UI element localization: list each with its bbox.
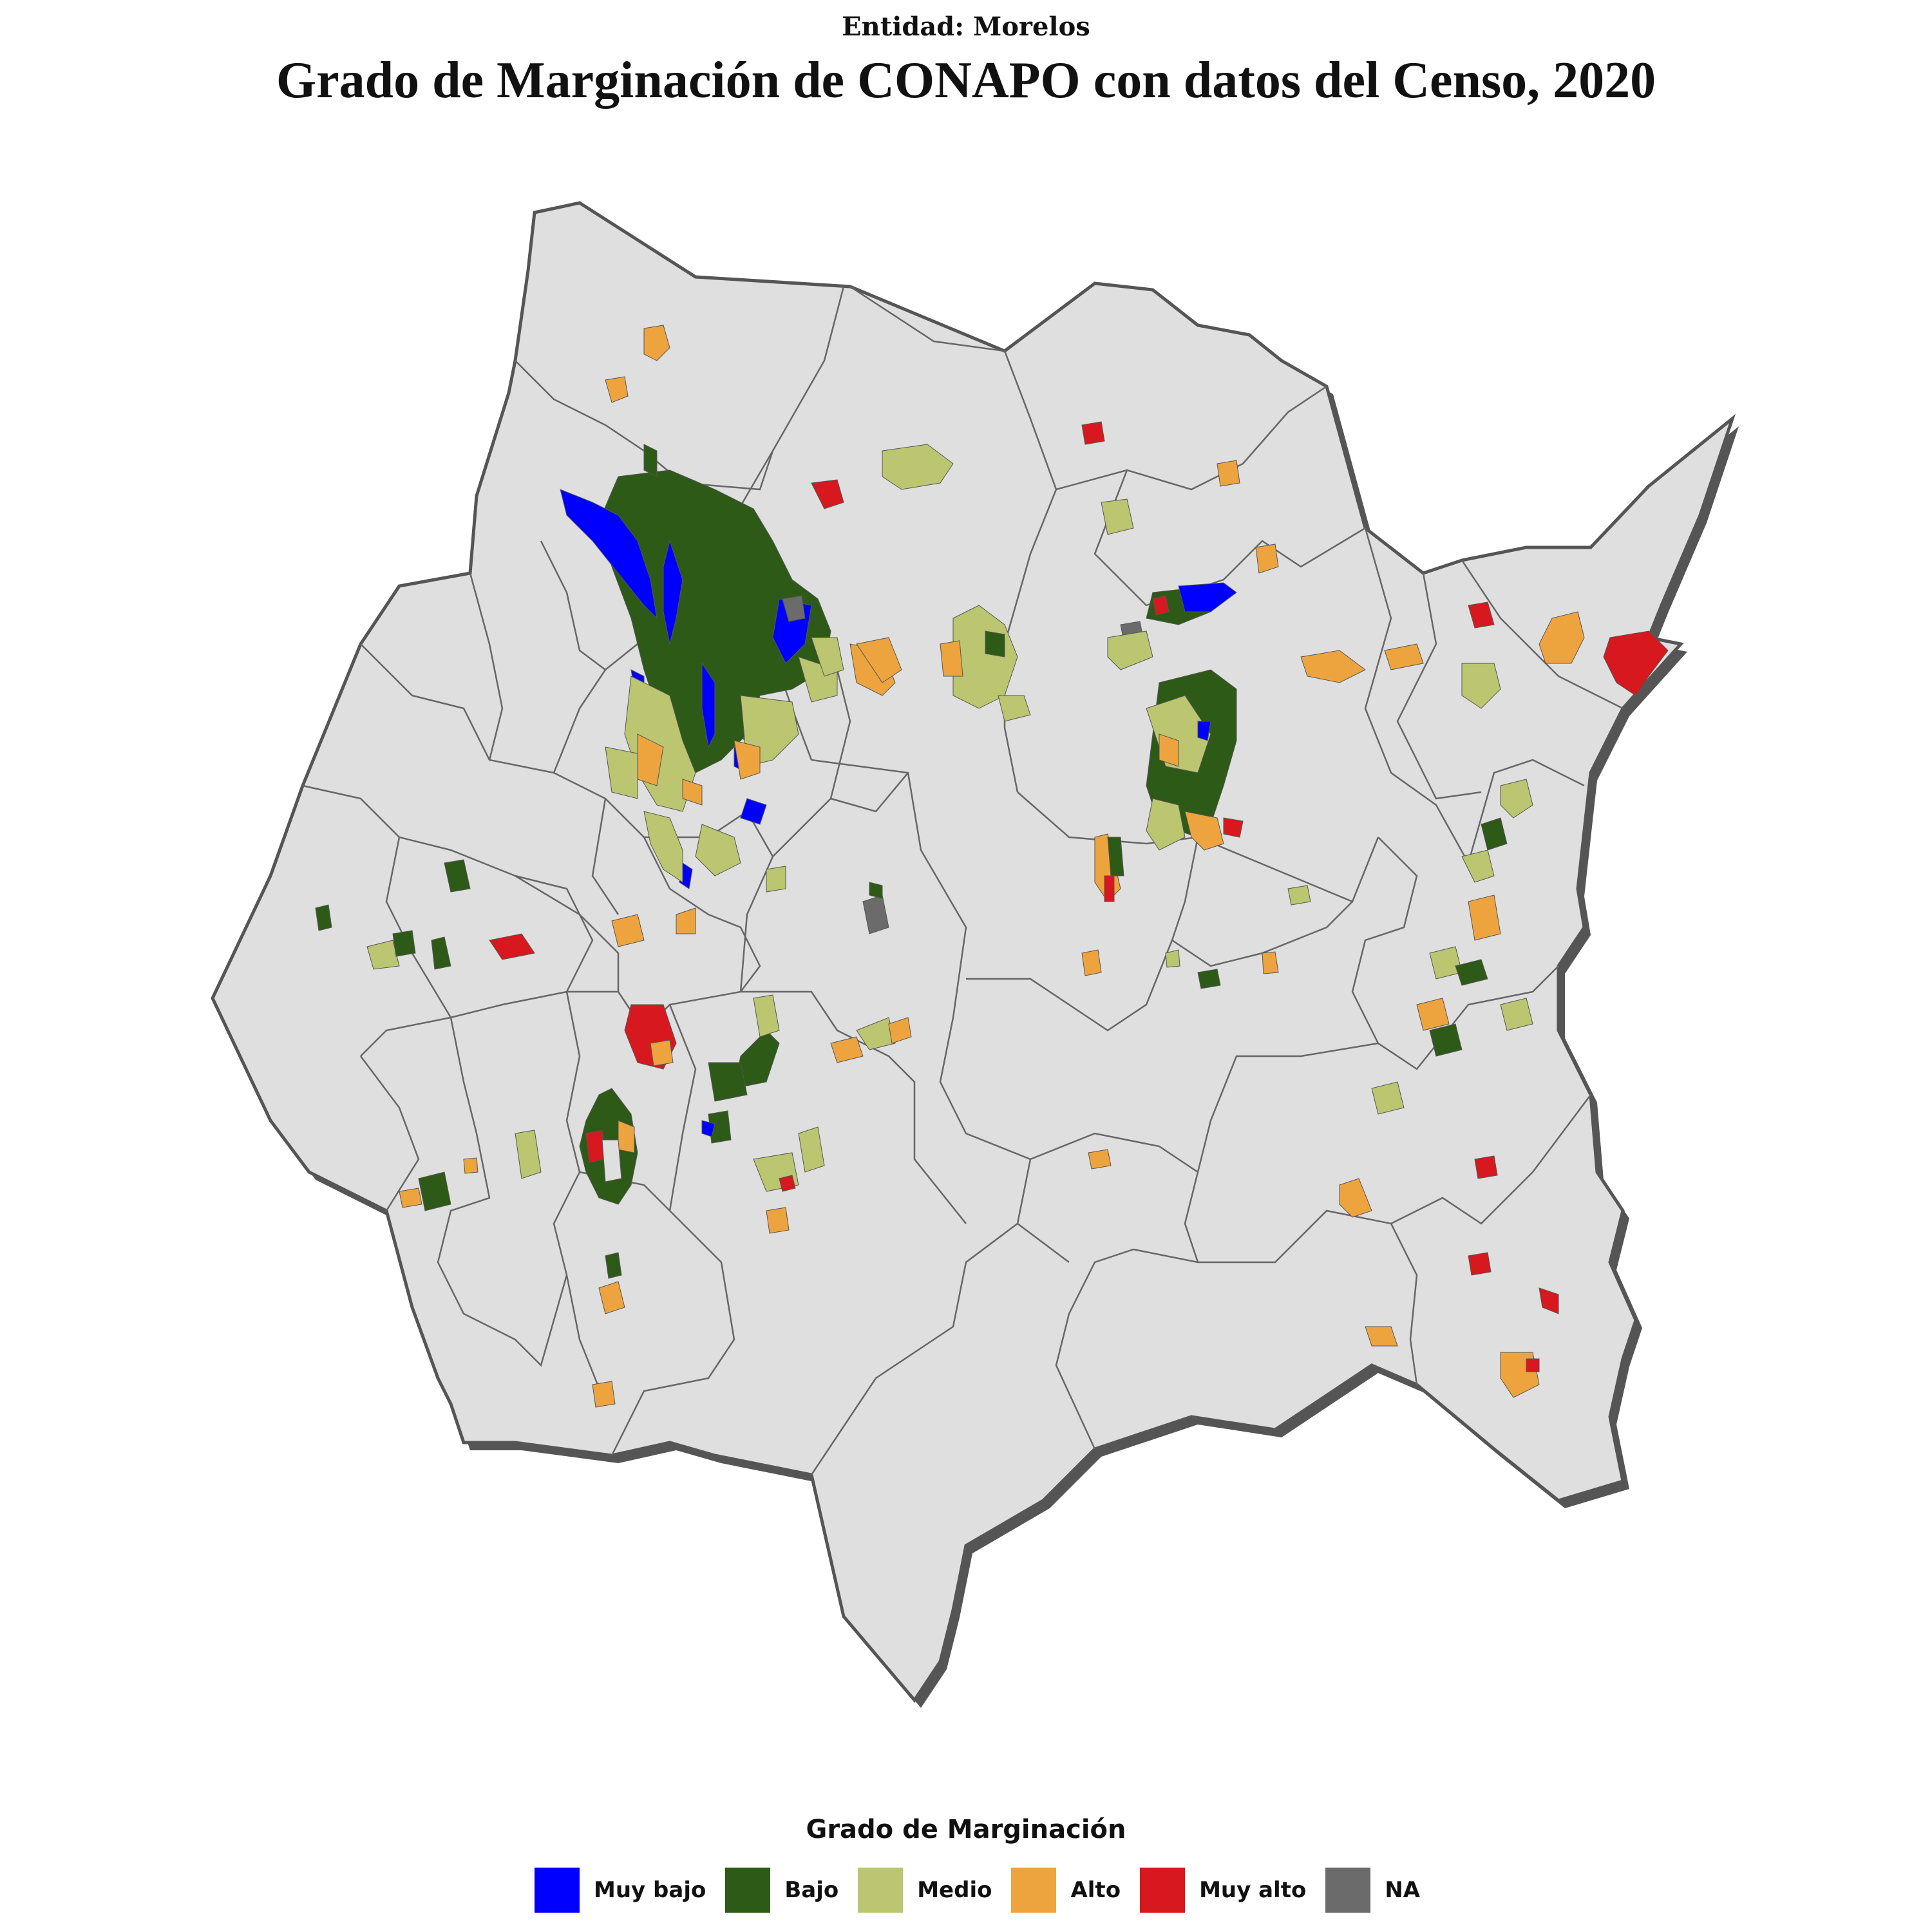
map-title: Grado de Marginación de CONAPO con datos…: [276, 52, 1656, 109]
legend-label: Medio: [917, 1877, 992, 1903]
legend-item: Medio: [858, 1868, 992, 1913]
legend-item: Muy alto: [1140, 1868, 1306, 1913]
legend-swatch: [1325, 1868, 1371, 1913]
legend-swatch: [1011, 1868, 1057, 1913]
legend: Muy bajo Bajo Medio Alto Muy alto NA: [535, 1868, 1439, 1913]
state-outline: [211, 201, 1736, 1703]
legend-swatch: [535, 1868, 580, 1913]
legend-swatch: [858, 1868, 904, 1913]
legend-swatch: [725, 1868, 771, 1913]
legend-label: Muy bajo: [594, 1877, 706, 1903]
legend-item: Bajo: [725, 1868, 838, 1913]
legend-label: Alto: [1070, 1877, 1121, 1903]
legend-label: NA: [1385, 1877, 1421, 1903]
legend-item: Muy bajo: [535, 1868, 706, 1913]
legend-label: Bajo: [784, 1877, 839, 1903]
legend-item: Alto: [1011, 1868, 1121, 1913]
legend-title: Grado de Marginación: [806, 1815, 1126, 1844]
legend-label: Muy alto: [1199, 1877, 1307, 1903]
locality-polygons: [315, 325, 1669, 1408]
map-subtitle: Entidad: Morelos: [842, 12, 1090, 42]
legend-item: NA: [1325, 1868, 1420, 1913]
legend-swatch: [1140, 1868, 1186, 1913]
